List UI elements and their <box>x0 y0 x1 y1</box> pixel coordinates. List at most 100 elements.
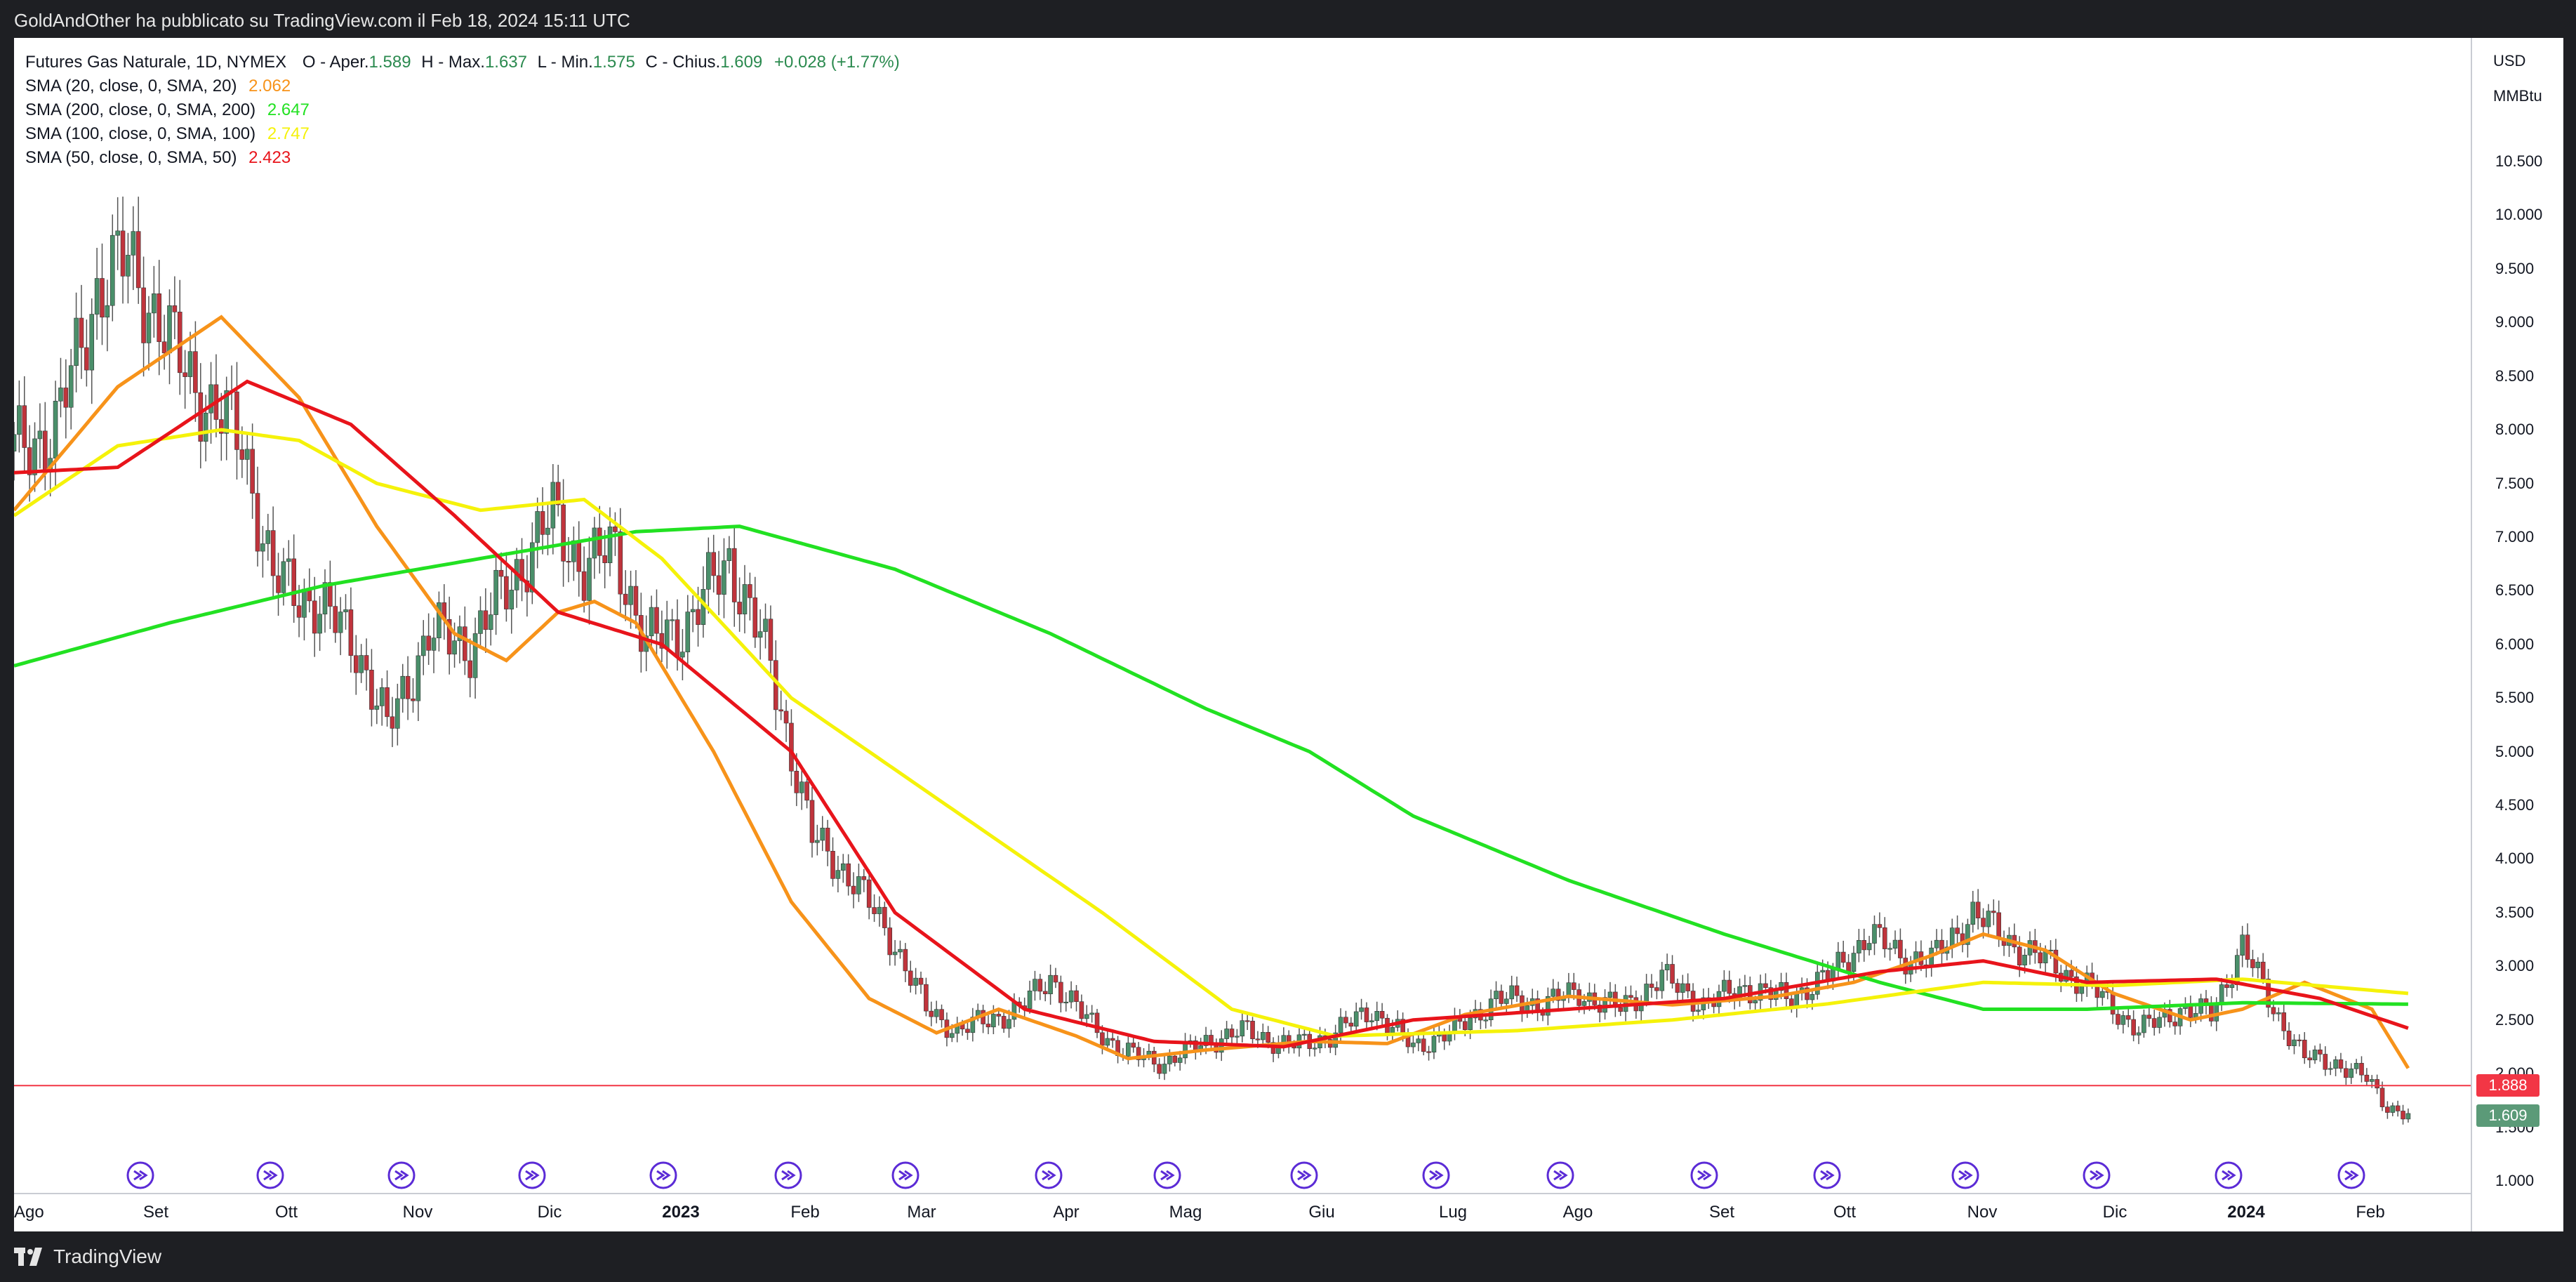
candle-body <box>333 606 338 633</box>
candle-body <box>2151 1018 2157 1028</box>
event-marker-icon[interactable] <box>1153 1161 1181 1189</box>
event-marker-icon[interactable] <box>891 1161 919 1189</box>
candle-body <box>1224 1029 1229 1039</box>
event-marker-icon[interactable] <box>649 1161 677 1189</box>
publisher-bar: GoldAndOther ha pubblicato su TradingVie… <box>0 0 2576 38</box>
candle-body <box>498 569 504 577</box>
candle-body <box>540 511 545 535</box>
candle-body <box>338 612 343 633</box>
candle-body <box>2312 1050 2318 1061</box>
event-marker-icon[interactable] <box>387 1161 416 1189</box>
candle-body <box>1970 901 1976 925</box>
event-marker-icon[interactable] <box>2083 1161 2111 1189</box>
candle-body <box>722 560 726 595</box>
candle-body <box>79 317 84 348</box>
candle-body <box>1338 1017 1343 1033</box>
candle-body <box>1779 982 1784 991</box>
candle-body <box>1887 948 1892 950</box>
indicator-label: SMA (50, close, 0, SMA, 50) <box>25 148 237 167</box>
candle-body <box>1074 990 1079 1002</box>
candle-body <box>2219 984 2224 1005</box>
event-marker-icon[interactable] <box>1422 1161 1450 1189</box>
candle-body <box>2307 1057 2312 1061</box>
indicator-row[interactable]: SMA (100, close, 0, SMA, 100) 2.747 <box>25 122 900 146</box>
event-marker-icon[interactable] <box>518 1161 546 1189</box>
candle-body <box>535 511 540 543</box>
candle-body <box>623 593 628 605</box>
candle-body <box>757 631 763 638</box>
candle-body <box>1835 951 1841 969</box>
candle-body <box>1136 1047 1141 1060</box>
candle-body <box>2224 984 2229 989</box>
candle-body <box>281 561 286 593</box>
candle-body <box>561 504 566 562</box>
candle-body <box>296 605 302 618</box>
candle-body <box>1851 953 1857 972</box>
candle-body <box>193 351 198 393</box>
candle-body <box>1369 1020 1374 1022</box>
candle-body <box>1784 982 1789 1000</box>
time-axis: Ago Set Ott Nov Dic 2023 Feb Mar Apr Mag Giu Lug Ago… <box>14 1203 2385 1222</box>
event-marker-icon[interactable] <box>1951 1161 1979 1189</box>
indicator-row[interactable]: SMA (20, close, 0, SMA, 20) 2.062 <box>25 74 900 98</box>
indicator-label: SMA (200, close, 0, SMA, 200) <box>25 100 256 119</box>
time-axis-label: Apr <box>1053 1203 1079 1222</box>
chart-panel[interactable]: Ago Set Ott Nov Dic 2023 Feb Mar Apr Mag Giu Lug Ago… <box>11 38 2471 1231</box>
event-marker-icon[interactable] <box>1546 1161 1574 1189</box>
candle-body <box>364 655 369 670</box>
candle-body <box>545 527 550 535</box>
candle-body <box>633 586 639 616</box>
indicator-value: 2.647 <box>267 100 310 119</box>
candle-body <box>581 571 587 601</box>
candle-body <box>286 558 291 562</box>
candle-body <box>395 698 400 729</box>
candle-body <box>576 540 582 572</box>
event-marker-icon[interactable] <box>1035 1161 1063 1189</box>
candle-body <box>2266 979 2271 1008</box>
candle-body <box>618 531 623 595</box>
candle-body <box>1866 943 1872 951</box>
chart-plot[interactable]: Ago Set Ott Nov Dic 2023 Feb Mar Apr Mag Giu Lug Ago… <box>11 38 2471 1231</box>
candle-body <box>1483 1019 1489 1022</box>
event-marker-icon[interactable] <box>1813 1161 1841 1189</box>
candle-body <box>504 576 509 609</box>
event-markers-group <box>126 1161 2365 1189</box>
time-axis-label: Mar <box>907 1203 936 1222</box>
event-marker-icon[interactable] <box>1690 1161 1718 1189</box>
tradingview-brand[interactable]: TradingView <box>14 1245 161 1268</box>
event-marker-icon[interactable] <box>256 1161 284 1189</box>
event-marker-icon[interactable] <box>1290 1161 1318 1189</box>
candle-body <box>1555 989 1561 1001</box>
event-marker-icon[interactable] <box>2215 1161 2243 1189</box>
candle-body <box>2255 961 2261 968</box>
price-tick-label: 5.000 <box>2495 742 2535 760</box>
candle-body <box>903 949 908 972</box>
candle-body <box>1007 1019 1011 1029</box>
change-value: +0.028 (+1.77%) <box>774 53 900 72</box>
indicator-row[interactable]: SMA (200, close, 0, SMA, 200) 2.647 <box>25 98 900 122</box>
price-tick-label: 3.000 <box>2495 957 2535 975</box>
candle-body <box>1820 970 1825 972</box>
candle-body <box>2120 1015 2126 1025</box>
event-marker-icon[interactable] <box>2337 1161 2365 1189</box>
candle-body <box>1494 991 1499 1000</box>
candle-body <box>825 828 830 852</box>
candle-body <box>2069 970 2074 977</box>
candle-body <box>1151 1050 1157 1065</box>
candle-body <box>2188 1005 2193 1018</box>
candle-body <box>706 552 711 590</box>
event-marker-icon[interactable] <box>774 1161 802 1189</box>
candle-body <box>1618 1007 1624 1012</box>
candles-group <box>11 196 2411 1125</box>
candle-body <box>1364 1007 1369 1022</box>
sma-line-3 <box>13 379 2409 1049</box>
event-marker-icon[interactable] <box>126 1161 154 1189</box>
candle-body <box>27 447 32 475</box>
close-label: C - Chius. <box>645 53 721 72</box>
indicator-row[interactable]: SMA (50, close, 0, SMA, 50) 2.423 <box>25 146 900 170</box>
candle-body <box>748 584 752 598</box>
candle-body <box>820 828 825 841</box>
candle-body <box>2245 934 2250 960</box>
price-axis[interactable] <box>2471 38 2563 1231</box>
candle-body <box>2359 1063 2364 1076</box>
